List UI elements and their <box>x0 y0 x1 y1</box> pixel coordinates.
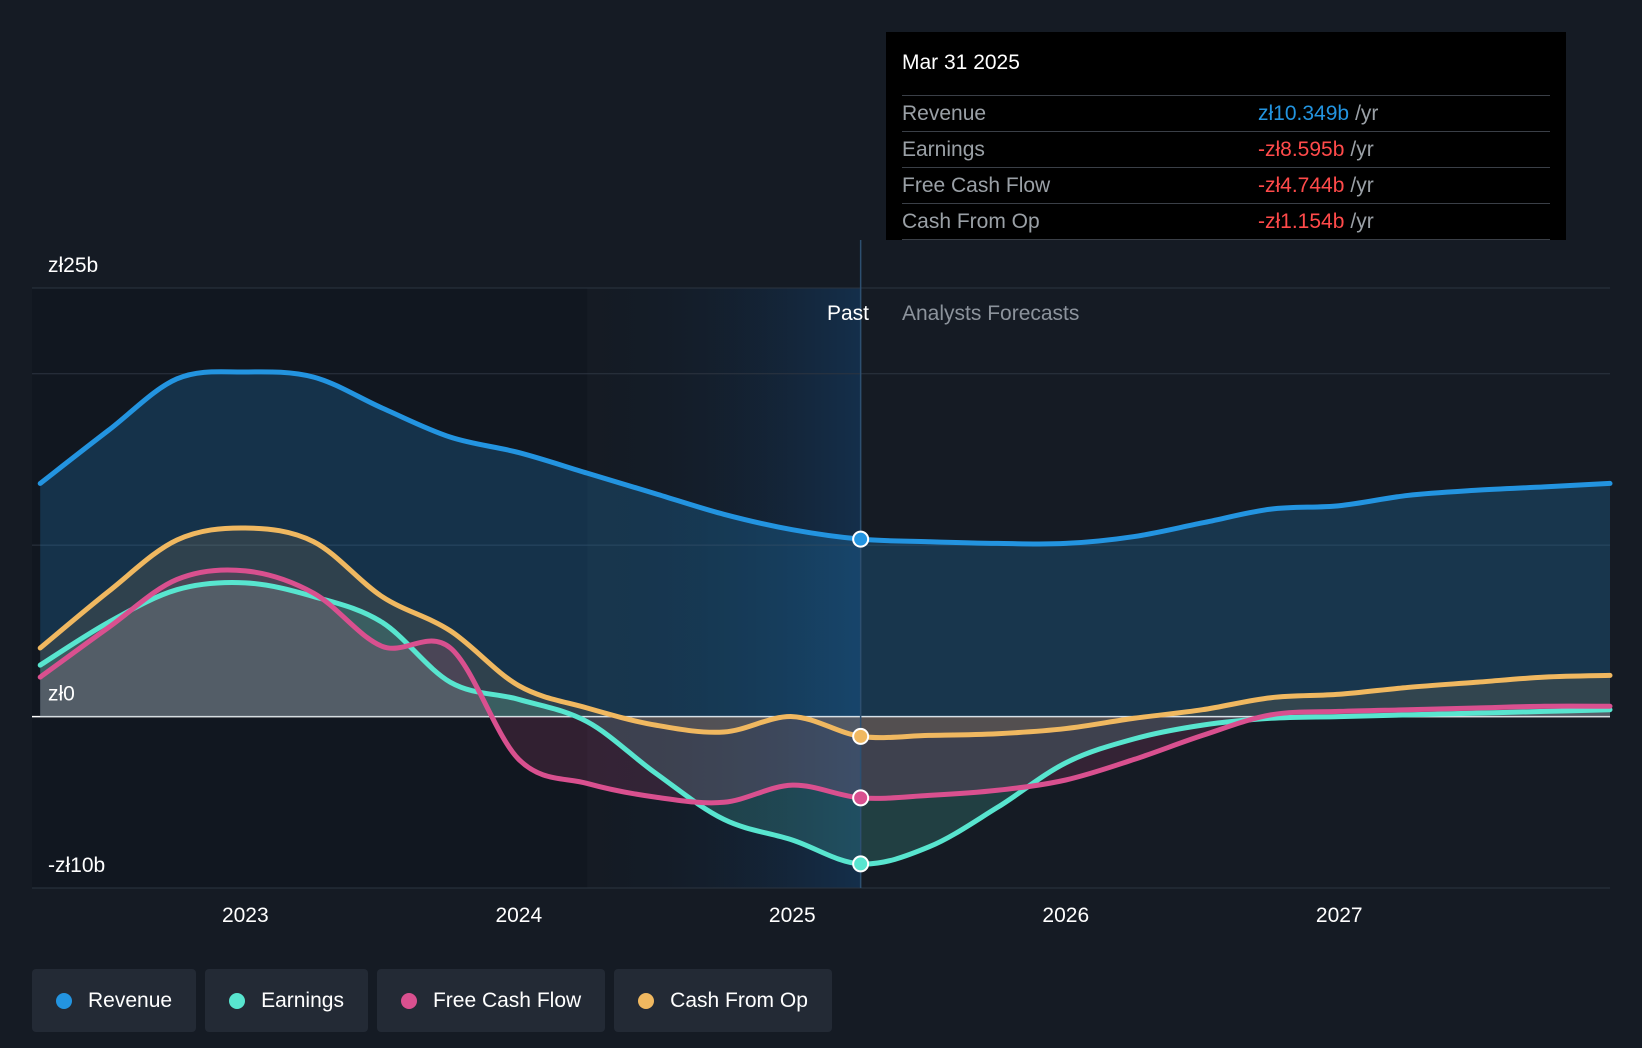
legend-dot-icon <box>56 992 72 1009</box>
cash-from-op-area <box>40 527 1611 738</box>
legend-item-earnings[interactable]: Earnings <box>205 969 368 1032</box>
x-tick-label: 2026 <box>1042 904 1089 927</box>
legend-label: Cash From Op <box>670 988 808 1012</box>
x-tick-label: 2023 <box>222 904 269 927</box>
past-dim-region <box>32 288 588 888</box>
tooltip-value: zł10.349b <box>1258 101 1350 125</box>
forecast-label: Analysts Forecasts <box>902 302 1079 325</box>
revenue-line <box>37 369 1613 547</box>
legend-label: Earnings <box>261 988 344 1012</box>
y-tick-label: -zł10b <box>48 854 105 877</box>
legend-dot-icon <box>638 992 655 1009</box>
earnings-line <box>37 580 1613 867</box>
tooltip-unit: /yr <box>1350 137 1374 161</box>
hover-markers <box>852 530 870 873</box>
x-tick-label: 2024 <box>495 904 542 927</box>
tooltip-value: -zł1.154b <box>1258 209 1345 233</box>
legend-item-revenue[interactable]: Revenue <box>32 969 197 1032</box>
x-axis-labels: 2023 2024 2025 2026 2027 <box>222 904 1363 927</box>
tooltip-unit: /yr <box>1355 101 1379 125</box>
tooltip-row-earnings: Earnings -zł8.595b /yr <box>902 132 1550 168</box>
tooltip-label: Earnings <box>902 137 985 161</box>
tooltip-value: -zł4.744b <box>1258 173 1345 197</box>
tooltip-unit: /yr <box>1350 209 1374 233</box>
x-tick-label: 2025 <box>769 904 816 927</box>
y-axis-labels: zł25b zł0 -zł10b <box>48 254 105 877</box>
cash-from-op-line <box>37 525 1613 741</box>
legend-dot-icon <box>229 992 246 1009</box>
cash-from-op-marker <box>852 727 870 745</box>
legend-label: Revenue <box>88 988 173 1012</box>
earnings-marker <box>852 855 870 873</box>
free-cash-flow-marker <box>852 789 870 807</box>
tooltip: Mar 31 2025 Revenue zł10.349b /yr Earnin… <box>886 32 1566 240</box>
free-cash-flow-line <box>37 567 1613 806</box>
y-tick-label: zł25b <box>48 254 98 277</box>
tooltip-unit: /yr <box>1350 173 1374 197</box>
tooltip-label: Revenue <box>902 101 987 125</box>
tooltip-label: Free Cash Flow <box>902 173 1051 197</box>
tooltip-date: Mar 31 2025 <box>902 46 1550 96</box>
tooltip-row-cash-from-op: Cash From Op -zł1.154b /yr <box>902 204 1550 240</box>
tooltip-row-revenue: Revenue zł10.349b /yr <box>902 96 1550 132</box>
tooltip-value: -zł8.595b <box>1258 137 1345 161</box>
revenue-area <box>40 371 1611 717</box>
revenue-marker <box>852 530 870 548</box>
past-label: Past <box>827 302 869 325</box>
x-tick-label: 2027 <box>1316 904 1363 927</box>
legend-label: Free Cash Flow <box>432 988 582 1012</box>
legend-item-free-cash-flow[interactable]: Free Cash Flow <box>376 969 606 1032</box>
free-cash-flow-area <box>40 569 1611 803</box>
chart-area: zł25b zł0 -zł10b 2023 2024 2025 2026 2027 Past… <box>32 240 1613 927</box>
tooltip-row-free-cash-flow: Free Cash Flow -zł4.744b /yr <box>902 168 1550 204</box>
tooltip-label: Cash From Op <box>902 209 1040 233</box>
legend-dot-icon <box>400 992 417 1009</box>
series-lines <box>37 369 1613 867</box>
legend: Revenue Earnings Free Cash Flow Cash Fro… <box>32 969 832 1032</box>
legend-item-cash-from-op[interactable]: Cash From Op <box>614 969 832 1032</box>
y-tick-label: zł0 <box>48 683 75 706</box>
